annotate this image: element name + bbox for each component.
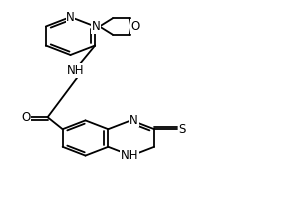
Text: NH: NH [121, 149, 139, 162]
Text: NH: NH [67, 64, 84, 77]
Text: N: N [129, 114, 138, 127]
Text: O: O [21, 111, 30, 124]
Text: N: N [66, 11, 75, 24]
Text: S: S [178, 123, 186, 136]
Text: O: O [130, 20, 140, 33]
Text: N: N [92, 20, 100, 33]
